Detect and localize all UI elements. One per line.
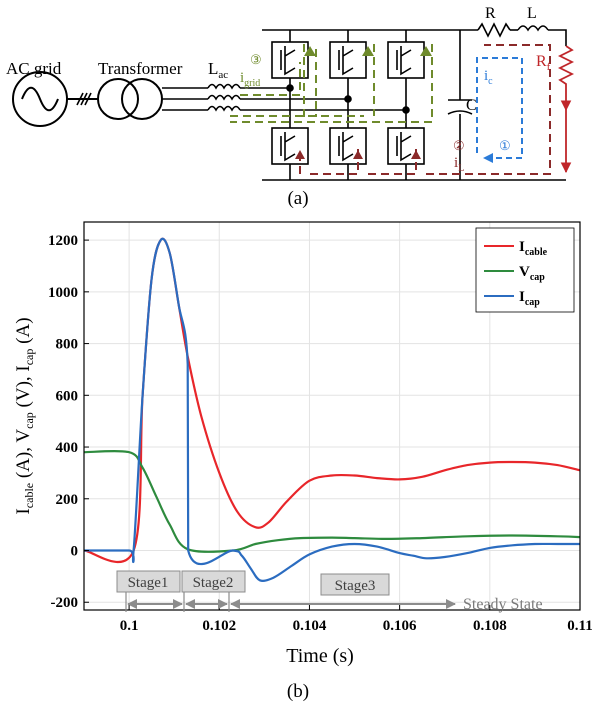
- resistor-rf-icon: [557, 45, 575, 112]
- series-line-vcap: [83, 449, 581, 553]
- x-tick-label: 0.108: [473, 618, 507, 634]
- plot-frame: [83, 221, 581, 611]
- grid-current-arrow-icon: [304, 46, 432, 56]
- x-axis-label: Time (s): [286, 645, 354, 667]
- x-tick-label: 0.11: [567, 618, 592, 634]
- transformer-icon: [97, 78, 139, 120]
- switch-leg-1: [271, 30, 309, 180]
- legend-label-vcap: Vcap: [519, 264, 545, 283]
- cap-current-path: [476, 57, 523, 163]
- inductor-lac-icon: [207, 83, 241, 112]
- caption-a: (a): [287, 188, 308, 209]
- x-tick-label: 0.102: [202, 618, 236, 634]
- stage2-box: [181, 570, 246, 593]
- sine-wave-icon: [21, 86, 59, 112]
- caption-b: (b): [287, 681, 309, 702]
- stage3-label: Stage3: [335, 578, 376, 594]
- axis-ticks: 0.1 0.102 0.104 0.106 0.108 0.11 -200 0 200 400 60…: [48, 233, 593, 634]
- y-tick-label: -200: [51, 595, 79, 611]
- series-line-icap: [84, 237, 580, 582]
- legend-label-icable: Icable: [519, 239, 548, 258]
- marker-2: ②: [453, 138, 465, 153]
- three-phase-slash-icon: [76, 92, 92, 106]
- legend-label-icap: Icap: [519, 289, 540, 308]
- switch-leg-2: [329, 30, 367, 180]
- circuit-diagram: [12, 22, 567, 181]
- legend: Icable Vcap Icap: [475, 227, 575, 313]
- ac-grid-label: AC grid: [6, 59, 62, 78]
- marker-1: ①: [499, 138, 511, 153]
- grid-current-path: [230, 44, 433, 123]
- ic-label: ic: [484, 68, 493, 87]
- y-tick-label: 400: [56, 440, 79, 456]
- chart: 0.1 0.102 0.104 0.106 0.108 0.11 -200 0 200 400 60…: [13, 221, 593, 667]
- il-label: iL: [454, 155, 464, 174]
- x-tick-label: 0.104: [293, 618, 327, 634]
- marker-3: ③: [250, 52, 262, 67]
- stage3-box: [320, 573, 390, 596]
- resistor-r-icon: [477, 22, 511, 38]
- c-label: C: [466, 97, 477, 114]
- transformer-label: Transformer: [98, 59, 183, 78]
- switch-leg-3: [387, 30, 425, 180]
- y-tick-label: 1000: [48, 285, 78, 301]
- y-tick-label: 1200: [48, 233, 78, 249]
- capacitor-icon: [447, 99, 473, 115]
- lac-label: Lac: [208, 59, 228, 81]
- stage1-box: [116, 570, 181, 593]
- igrid-label: igrid: [240, 70, 260, 89]
- y-tick-label: 600: [56, 388, 79, 404]
- y-tick-label: 200: [56, 492, 79, 508]
- r-label: R: [485, 5, 496, 22]
- y-axis-label: Icable (A), Vcap (V), Icap (A): [13, 317, 36, 514]
- rf-label: Rf: [536, 53, 551, 73]
- inductor-l-icon: [517, 25, 549, 32]
- steady-state-label: Steady State: [463, 596, 543, 613]
- stage-annotations: Stage1 Stage2 Stage3 Steady State: [116, 570, 543, 613]
- stage2-label: Stage2: [193, 575, 234, 591]
- load-current-path: [299, 44, 551, 175]
- x-tick-label: 0.1: [120, 618, 139, 634]
- load-current-arrow-icon: [295, 150, 421, 159]
- stage1-label: Stage1: [128, 575, 169, 591]
- y-tick-label: 0: [71, 544, 79, 560]
- y-tick-label: 800: [56, 337, 79, 353]
- l-label: L: [527, 5, 537, 22]
- series-lines: [83, 237, 581, 582]
- x-tick-label: 0.106: [383, 618, 417, 634]
